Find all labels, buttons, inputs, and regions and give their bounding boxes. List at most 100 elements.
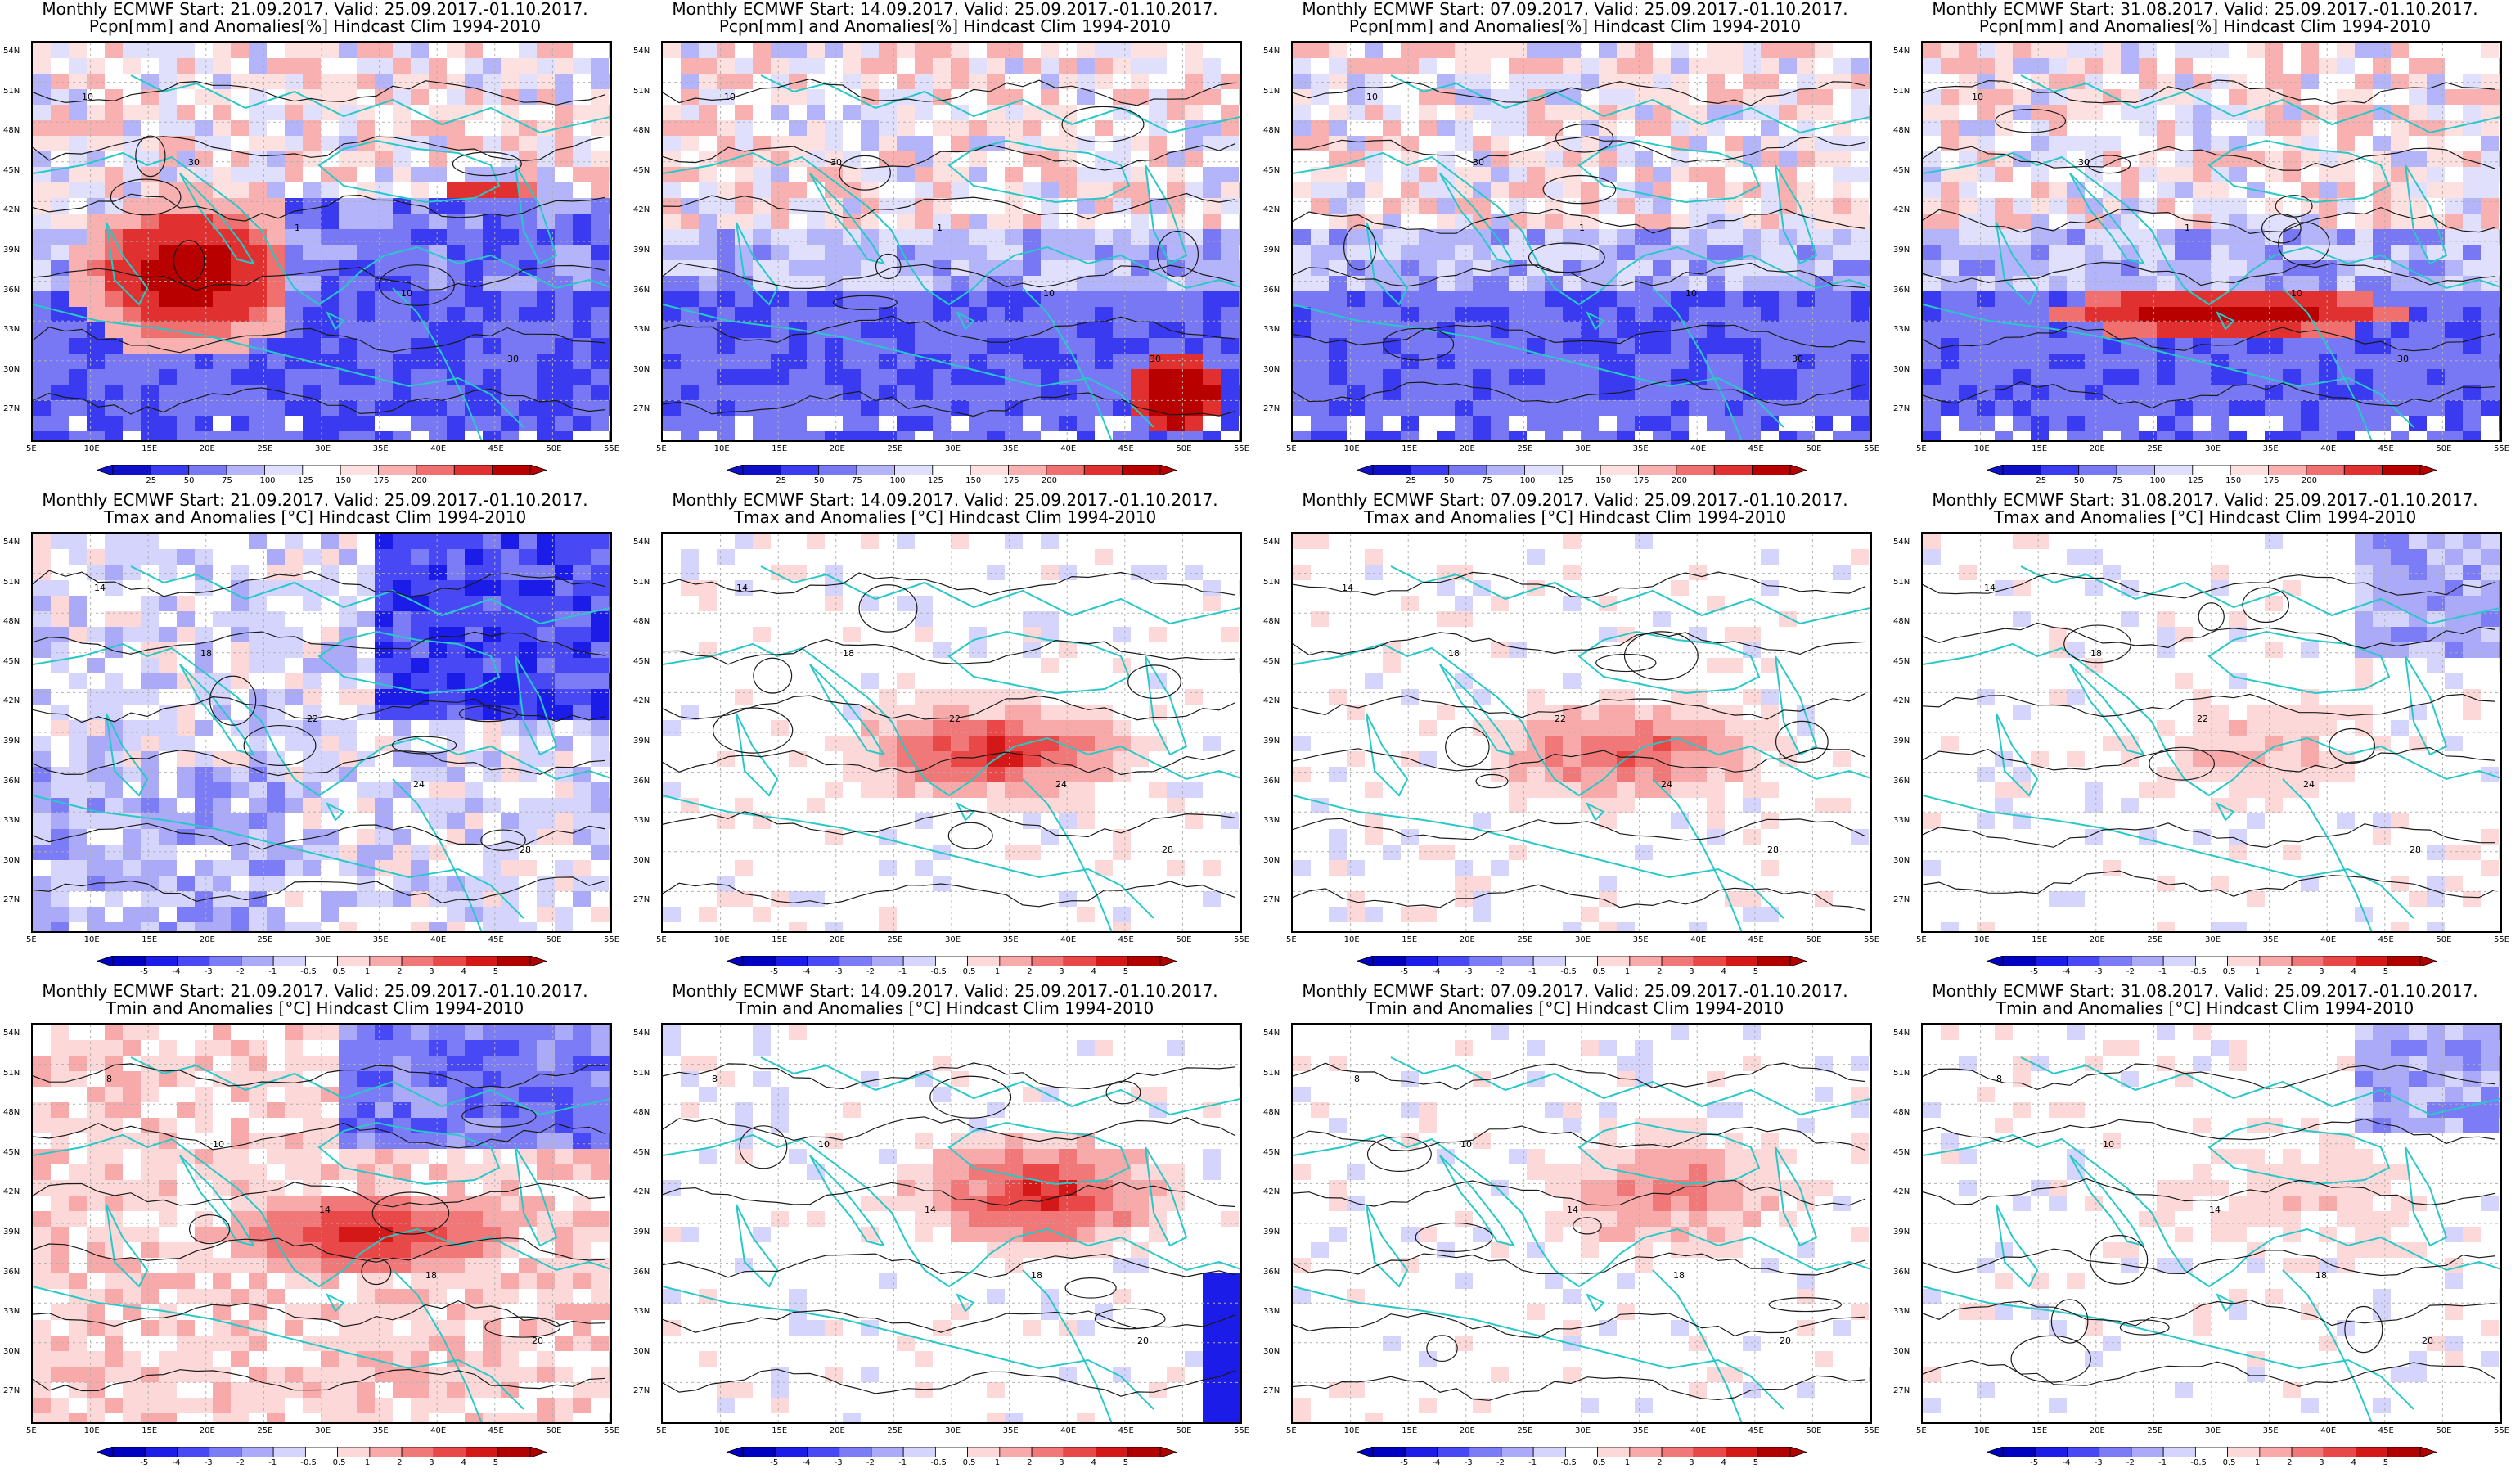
colorbar-segment (2078, 465, 2117, 475)
contour-label: 30 (188, 157, 200, 168)
longitude-label: 20E (1459, 1426, 1475, 1435)
longitude-label: 35E (372, 444, 389, 453)
latitude-label: 27N (633, 404, 650, 414)
latitude-label: 42N (1263, 205, 1280, 215)
latitude-label: 27N (633, 1386, 650, 1396)
colorbar-label: 1 (364, 967, 371, 976)
colorbar-label: 125 (297, 476, 313, 485)
colorbar-label: 2 (397, 1458, 403, 1467)
latitude-label: 54N (3, 47, 20, 56)
colorbar-label: -0.5 (2190, 967, 2207, 976)
colorbar-segment (2131, 1447, 2164, 1457)
latitude-label: 30N (3, 855, 20, 865)
longitude-label: 5E (26, 444, 37, 453)
longitude-label: 50E (2436, 935, 2452, 944)
panel-title-variable: Tmin and Anomalies [°C] Hindcast Clim 19… (1996, 998, 2414, 1018)
longitude-label: 25E (887, 444, 903, 453)
graticule (1923, 534, 2500, 931)
colorbar-label: -2 (1496, 1458, 1505, 1467)
longitude-label: 10E (83, 444, 100, 453)
map-canvas: 8 10 14 18 20 (1923, 1025, 2500, 1422)
longitude-label: 25E (2147, 935, 2163, 944)
longitude-label: 55E (1234, 444, 1250, 453)
longitude-label: 5E (1286, 935, 1297, 944)
climatology-contours (1923, 1063, 2496, 1387)
latitude-label: 51N (633, 86, 650, 96)
colorbar-segment (1448, 465, 1487, 475)
colorbar-segment (401, 1447, 434, 1457)
colorbar (1987, 956, 2437, 966)
longitude-label: 15E (2032, 1426, 2048, 1435)
colorbar-segment (2116, 465, 2155, 475)
contour-label: 28 (2410, 845, 2421, 855)
longitude-label: 5E (1286, 444, 1297, 453)
colorbar-segment (2002, 956, 2036, 966)
colorbar-label: -3 (834, 967, 843, 976)
colorbar-label: -1 (898, 1458, 907, 1467)
longitude-label: 50E (2436, 444, 2452, 453)
latitude-label: 27N (633, 895, 650, 905)
colorbar-segment (999, 956, 1033, 966)
panel-title-variable: Tmax and Anomalies [°C] Hindcast Clim 19… (1363, 507, 1787, 527)
latitude-label: 39N (1893, 736, 1910, 746)
longitude-label: 25E (887, 1426, 903, 1435)
contour-label: 30 (2397, 354, 2409, 364)
longitude-label: 15E (772, 444, 788, 453)
latitude-label: 45N (633, 1147, 650, 1157)
colorbar-label: -4 (802, 967, 811, 976)
colorbar-label: -4 (1432, 1458, 1441, 1467)
contour-label: 10 (213, 1139, 224, 1150)
colorbar-segment (999, 1447, 1033, 1457)
latitude-label: 51N (633, 1068, 650, 1078)
anomaly-field (663, 1025, 1240, 1422)
longitude-label: 50E (1806, 1426, 1822, 1435)
colorbar-label: 175 (2263, 476, 2279, 485)
longitude-label: 5E (1286, 1426, 1297, 1435)
longitude-label: 35E (2262, 1426, 2279, 1435)
colorbar-segment (1437, 956, 1470, 966)
contour-label: 30 (1150, 354, 1161, 364)
colorbar-segment (1532, 1447, 1566, 1457)
colorbar-segment (871, 1447, 904, 1457)
contour-label: 14 (1342, 583, 1353, 593)
colorbar-label: 25 (776, 476, 787, 485)
longitude-label: 10E (83, 1426, 100, 1435)
longitude-label: 25E (257, 444, 273, 453)
latitude-label: 30N (3, 364, 20, 374)
anomaly-map: 10 30 1 10 30 (1921, 41, 2502, 442)
anomaly-field (663, 534, 1240, 931)
panel-title-variable: Tmin and Anomalies [°C] Hindcast Clim 19… (1366, 998, 1784, 1018)
latitude-label: 30N (633, 855, 650, 865)
colorbar-label: -0.5 (300, 967, 317, 976)
colorbar-label: 5 (1753, 967, 1759, 976)
colorbar-segment (1437, 1447, 1470, 1457)
panel-title-variable: Pcpn[mm] and Anomalies[%] Hindcast Clim … (718, 16, 1172, 36)
colorbar-segment (2259, 1447, 2293, 1457)
contour-label: 22 (2197, 714, 2208, 724)
longitude-label: 20E (829, 935, 845, 944)
colorbar-segment (112, 465, 151, 475)
longitude-label: 50E (1176, 935, 1192, 944)
anomaly-map: 8 10 14 18 20 (1921, 1023, 2502, 1424)
latitude-label: 45N (1893, 1147, 1910, 1157)
longitude-label: 45E (488, 1426, 504, 1435)
colorbar-label: -4 (802, 1458, 811, 1467)
panel-title-start-valid: Monthly ECMWF Start: 31.08.2017. Valid: … (1932, 982, 2478, 1001)
latitude-label: 45N (1893, 656, 1910, 666)
longitude-label: 55E (1234, 935, 1250, 944)
colorbar-segment (241, 956, 274, 966)
contour-label: 18 (2090, 648, 2102, 659)
forecast-panel: Monthly ECMWF Start: 21.09.2017. Valid: … (0, 982, 630, 1473)
colorbar-label: -3 (2094, 967, 2103, 976)
longitude-label: 15E (772, 935, 788, 944)
colorbar-segment (2291, 1447, 2324, 1457)
latitude-label: 42N (633, 205, 650, 215)
colorbar-segment (1600, 465, 1639, 475)
climatology-contours (663, 571, 1236, 908)
anomaly-map: 8 10 14 18 20 (31, 1023, 612, 1424)
colorbar-label: -1 (268, 1458, 277, 1467)
colorbar-label: 100 (1519, 476, 1536, 485)
latitude-label: 36N (1893, 1267, 1910, 1277)
climatology-contours (663, 1062, 1236, 1397)
colorbar-label: 5 (493, 967, 499, 976)
